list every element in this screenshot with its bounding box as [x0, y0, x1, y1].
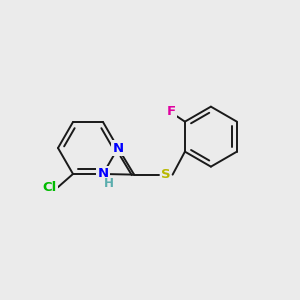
Text: S: S	[161, 168, 170, 181]
Text: N: N	[112, 142, 124, 154]
Text: F: F	[166, 105, 176, 118]
Text: Cl: Cl	[43, 181, 57, 194]
Text: H: H	[104, 178, 114, 190]
Text: N: N	[98, 167, 109, 181]
